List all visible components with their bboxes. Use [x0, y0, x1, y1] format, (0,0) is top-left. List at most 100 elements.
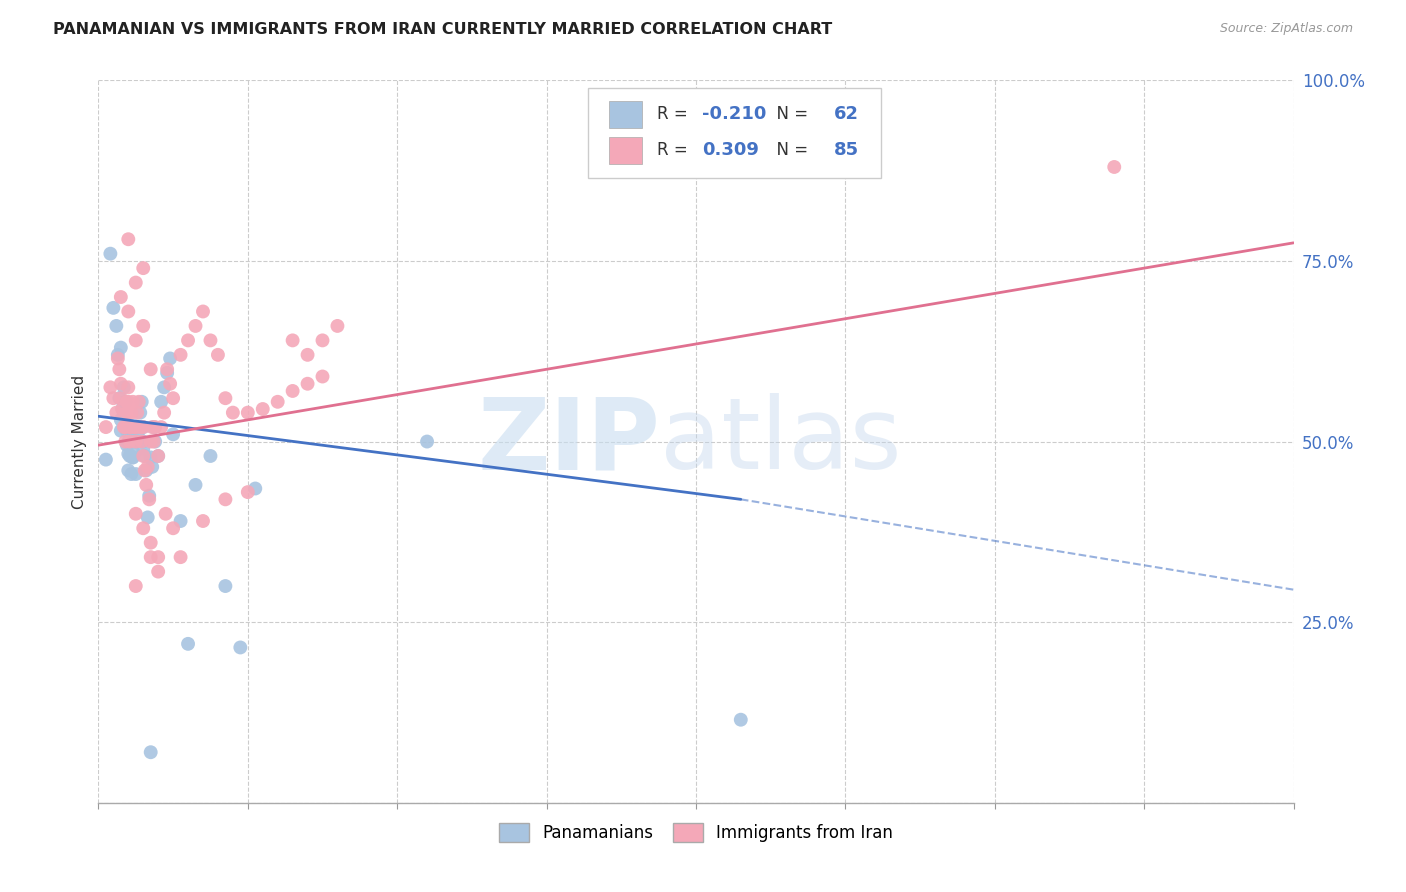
- Point: [139, 450, 162, 465]
- Point: [326, 318, 349, 333]
- Point: [169, 348, 191, 362]
- Point: [115, 394, 138, 409]
- Point: [115, 424, 138, 438]
- Point: [115, 438, 138, 452]
- Point: [162, 427, 184, 442]
- Point: [112, 380, 135, 394]
- Point: [125, 434, 148, 449]
- Point: [121, 450, 143, 465]
- Y-axis label: Currently Married: Currently Married: [72, 375, 87, 508]
- Point: [125, 467, 148, 481]
- Point: [117, 463, 139, 477]
- Point: [125, 507, 148, 521]
- Point: [150, 420, 173, 434]
- Point: [136, 510, 159, 524]
- Point: [153, 406, 176, 420]
- Point: [117, 436, 139, 450]
- Point: [184, 478, 207, 492]
- Point: [127, 434, 149, 449]
- FancyBboxPatch shape: [589, 87, 882, 178]
- Point: [125, 420, 148, 434]
- Point: [117, 304, 139, 318]
- Point: [134, 449, 156, 463]
- Point: [117, 394, 139, 409]
- Point: [252, 402, 274, 417]
- Point: [200, 449, 222, 463]
- Point: [98, 380, 122, 394]
- Point: [132, 521, 155, 535]
- Point: [135, 478, 157, 492]
- Point: [108, 391, 131, 405]
- Point: [114, 420, 136, 434]
- Point: [117, 434, 139, 449]
- Point: [125, 579, 148, 593]
- Point: [311, 334, 333, 348]
- Point: [127, 434, 149, 449]
- Point: [110, 391, 132, 405]
- Point: [115, 406, 138, 420]
- Point: [148, 449, 170, 463]
- Point: [118, 424, 141, 438]
- Point: [236, 406, 259, 420]
- Point: [114, 434, 136, 449]
- Point: [132, 318, 155, 333]
- Point: [120, 434, 142, 449]
- Point: [128, 394, 150, 409]
- Point: [134, 463, 156, 477]
- Text: atlas: atlas: [661, 393, 901, 490]
- Point: [121, 450, 143, 465]
- Text: N =: N =: [766, 105, 814, 123]
- Point: [169, 550, 191, 565]
- Point: [153, 380, 176, 394]
- Text: 62: 62: [834, 105, 859, 123]
- Point: [110, 341, 132, 355]
- Point: [118, 420, 141, 434]
- Point: [111, 402, 134, 417]
- Point: [125, 420, 148, 434]
- Point: [416, 434, 439, 449]
- Point: [229, 640, 252, 655]
- Point: [110, 424, 132, 438]
- Point: [120, 420, 142, 434]
- Point: [124, 434, 146, 449]
- Point: [236, 485, 259, 500]
- Point: [94, 452, 117, 467]
- Legend: Panamanians, Immigrants from Iran: Panamanians, Immigrants from Iran: [492, 816, 900, 848]
- Point: [159, 351, 181, 366]
- FancyBboxPatch shape: [609, 136, 643, 164]
- Point: [162, 521, 184, 535]
- Point: [297, 376, 319, 391]
- Point: [117, 406, 139, 420]
- Point: [214, 391, 236, 405]
- Point: [132, 449, 155, 463]
- Point: [114, 420, 136, 434]
- Point: [169, 514, 191, 528]
- Point: [150, 394, 173, 409]
- Text: 85: 85: [834, 141, 859, 160]
- Point: [159, 376, 181, 391]
- Point: [135, 463, 157, 477]
- Point: [105, 318, 128, 333]
- Point: [148, 449, 170, 463]
- Point: [132, 442, 155, 456]
- Point: [111, 402, 134, 417]
- Point: [214, 579, 236, 593]
- Point: [98, 246, 122, 260]
- Point: [148, 565, 170, 579]
- Point: [118, 449, 141, 463]
- Point: [139, 434, 162, 449]
- Point: [110, 376, 132, 391]
- Point: [156, 366, 179, 380]
- Point: [131, 394, 153, 409]
- Point: [129, 420, 152, 434]
- Point: [281, 384, 304, 398]
- Point: [125, 276, 148, 290]
- Point: [139, 535, 162, 549]
- Text: PANAMANIAN VS IMMIGRANTS FROM IRAN CURRENTLY MARRIED CORRELATION CHART: PANAMANIAN VS IMMIGRANTS FROM IRAN CURRE…: [53, 22, 832, 37]
- FancyBboxPatch shape: [609, 101, 643, 128]
- Point: [142, 420, 165, 434]
- Text: -0.210: -0.210: [702, 105, 766, 123]
- Point: [110, 290, 132, 304]
- Point: [148, 550, 170, 565]
- Point: [103, 391, 125, 405]
